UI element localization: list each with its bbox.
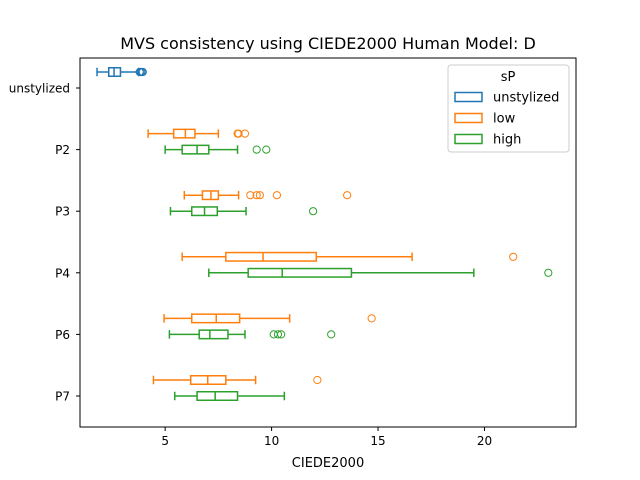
box-iqr	[181, 144, 210, 155]
y-tick-label: P2	[55, 143, 70, 157]
outlier-point	[138, 67, 147, 77]
box-iqr	[196, 391, 239, 401]
x-tick-label: 5	[161, 434, 169, 448]
y-tick-label: P7	[55, 390, 70, 404]
box-P4-high	[208, 267, 553, 278]
outlier-point	[277, 330, 286, 339]
outlier-point	[269, 330, 278, 339]
box-iqr	[247, 267, 353, 278]
outlier-point	[367, 314, 376, 323]
box-P6-high	[168, 329, 336, 340]
legend-label-unstylized: unstylized	[493, 91, 559, 106]
outlier-point	[262, 145, 271, 154]
legend-swatch-unstylized	[454, 91, 483, 103]
outlier-point	[308, 207, 318, 216]
outlier-point	[273, 330, 283, 339]
box-P3-high	[169, 206, 318, 217]
outlier-point	[544, 268, 553, 277]
outlier-point	[327, 330, 336, 339]
box-P7-low	[152, 375, 322, 385]
outlier-point	[240, 129, 250, 138]
legend-label-high: high	[493, 133, 521, 148]
chart-title: MVS consistency using CIEDE2000 Human Mo…	[120, 34, 536, 53]
y-tick-label: P3	[55, 205, 70, 219]
box-P6-low	[163, 313, 376, 324]
outlier-point	[252, 191, 261, 200]
outlier-point	[252, 145, 261, 154]
y-tick-label: P4	[55, 266, 70, 280]
plot-frame	[79, 57, 577, 428]
x-tick-label: 10	[264, 434, 279, 448]
box-iqr	[198, 329, 229, 340]
outlier-point	[234, 129, 243, 138]
legend-swatch-low	[454, 112, 483, 124]
box-unstylized-unstylized	[96, 67, 147, 77]
outlier-point	[343, 191, 352, 200]
box-P3-low	[183, 190, 352, 201]
legend: sP unstylized low high	[447, 64, 570, 153]
outlier-point	[255, 191, 264, 200]
y-tick-label: P6	[55, 328, 70, 342]
box-P4-low	[181, 251, 518, 262]
x-axis-label: CIEDE2000	[292, 456, 364, 471]
box-P7-high	[173, 391, 286, 401]
plot-area	[96, 67, 553, 401]
box-iqr	[172, 128, 196, 139]
x-tick-label: 20	[477, 434, 492, 448]
y-tick-label: unstylized	[9, 82, 70, 96]
legend-swatch-high	[454, 133, 483, 145]
box-P2-low	[147, 128, 250, 139]
y-axis: unstylized P2 P3 P4 P6 P7	[9, 82, 80, 404]
box-P2-high	[164, 144, 271, 155]
x-tick-label: 15	[370, 434, 385, 448]
outlier-point	[313, 375, 322, 385]
box-iqr	[225, 251, 318, 262]
outlier-point	[272, 191, 282, 200]
outlier-point	[246, 191, 255, 200]
legend-title: sP	[501, 70, 516, 85]
outlier-point	[509, 252, 518, 261]
legend-frame	[447, 64, 570, 153]
legend-label-low: low	[493, 112, 516, 127]
x-axis: 5 10 15 20	[161, 427, 492, 448]
